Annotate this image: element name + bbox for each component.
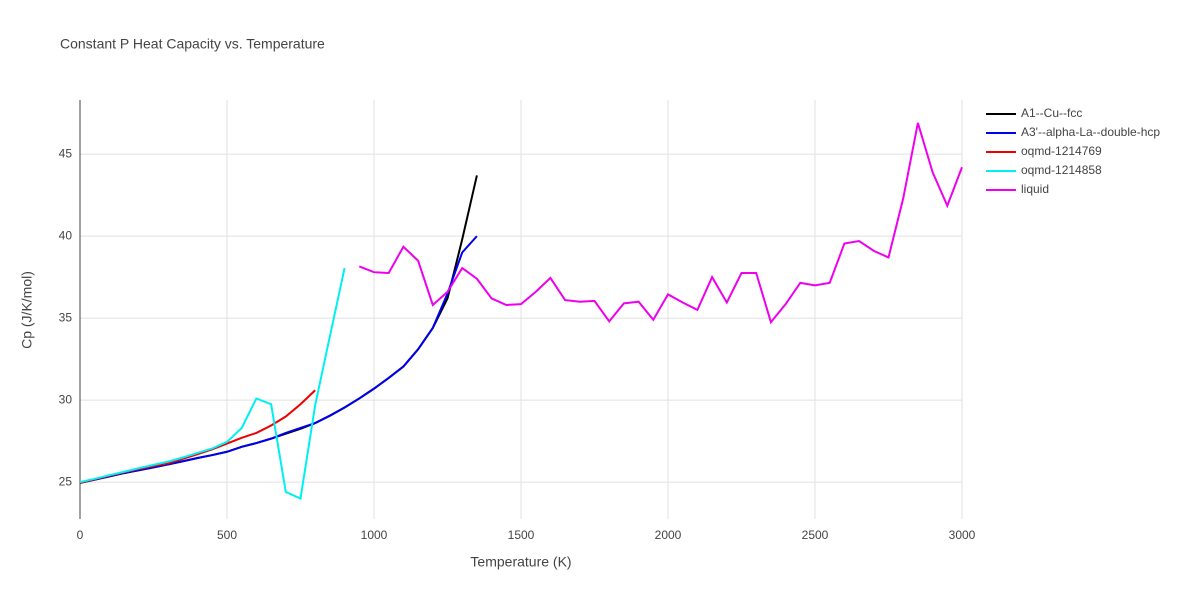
- x-tick-label: 1500: [508, 528, 535, 542]
- x-tick-label: 500: [217, 528, 237, 542]
- series-line: [358, 122, 963, 325]
- y-tick-label: 35: [59, 310, 73, 324]
- x-tick-label: 2500: [802, 528, 829, 542]
- legend-label: oqmd-1214858: [1021, 163, 1102, 177]
- chart-title: Constant P Heat Capacity vs. Temperature: [60, 36, 325, 52]
- series-line: [79, 235, 478, 484]
- x-tick-label: 0: [77, 528, 84, 542]
- legend-label: oqmd-1214769: [1021, 144, 1102, 158]
- legend-label: A1--Cu--fcc: [1021, 106, 1082, 120]
- y-tick-label: 25: [59, 474, 73, 488]
- series-line: [79, 267, 346, 500]
- y-tick-label: 30: [59, 392, 73, 406]
- legend-label: A3'--alpha-La--double-hcp: [1021, 125, 1160, 139]
- y-tick-label: 40: [59, 228, 73, 242]
- y-tick-label: 45: [59, 146, 73, 160]
- x-tick-label: 1000: [361, 528, 388, 542]
- legend-label: liquid: [1021, 182, 1049, 196]
- x-axis-label: Temperature (K): [470, 554, 571, 570]
- y-axis-label: Cp (J/K/mol): [19, 271, 35, 349]
- x-tick-label: 3000: [949, 528, 976, 542]
- x-tick-label: 2000: [655, 528, 682, 542]
